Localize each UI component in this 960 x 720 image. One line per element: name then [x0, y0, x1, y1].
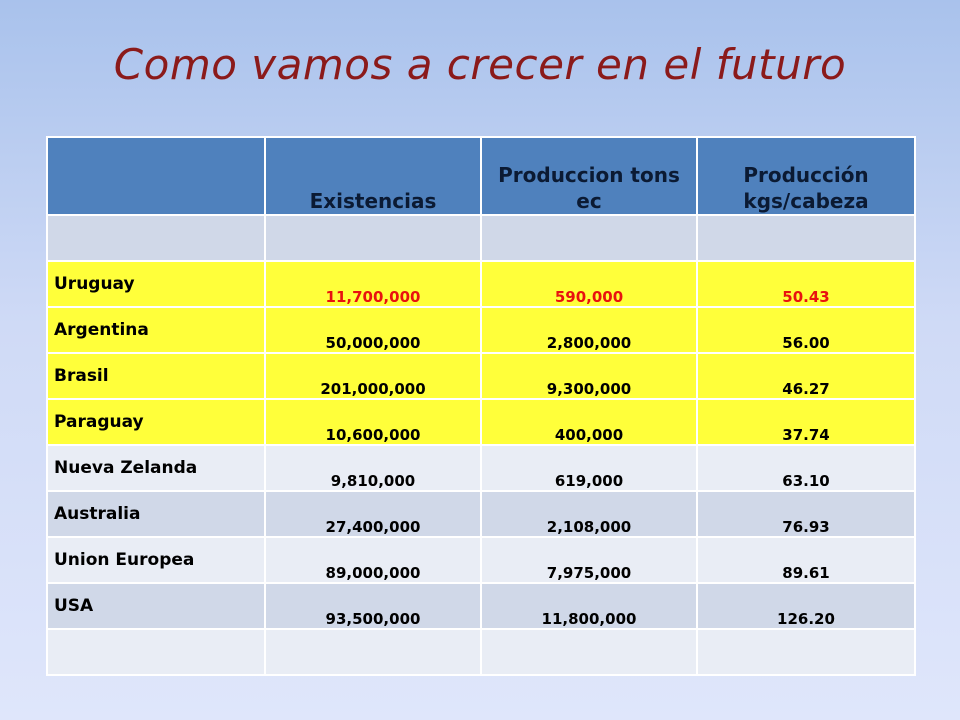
table-body: Uruguay 11,700,000 590,000 50.43 Argentina 50… [46, 214, 916, 676]
produccion-cell: 9,300,000 [480, 352, 698, 400]
slide-title: Como vamos a crecer en el futuro [113, 40, 847, 89]
header-produccion: Produccion tons ec [480, 136, 698, 216]
country-cell: Argentina [46, 306, 266, 354]
table-row: Nueva Zelanda 9,810,000 619,000 63.10 [46, 444, 916, 492]
produccion-cell: 400,000 [480, 398, 698, 446]
existencias-cell: 10,600,000 [264, 398, 482, 446]
produccion-cell: 7,975,000 [480, 536, 698, 584]
existencias-cell: 50,000,000 [264, 306, 482, 354]
table-row: USA 93,500,000 11,800,000 126.20 [46, 582, 916, 630]
existencias-cell: 201,000,000 [264, 352, 482, 400]
table-row [46, 628, 916, 676]
table-row: Brasil 201,000,000 9,300,000 46.27 [46, 352, 916, 400]
country-cell: Nueva Zelanda [46, 444, 266, 492]
table-header-row: Existencias Produccion tons ec Producció… [46, 136, 916, 216]
kgs-cabeza-cell [696, 628, 916, 676]
existencias-cell [264, 628, 482, 676]
country-cell: Union Europea [46, 536, 266, 584]
existencias-cell: 11,700,000 [264, 260, 482, 308]
country-cell: Brasil [46, 352, 266, 400]
produccion-cell: 11,800,000 [480, 582, 698, 630]
produccion-cell: 2,108,000 [480, 490, 698, 538]
header-existencias: Existencias [264, 136, 482, 216]
existencias-cell: 89,000,000 [264, 536, 482, 584]
kgs-cabeza-cell: 76.93 [696, 490, 916, 538]
production-table: Existencias Produccion tons ec Producció… [46, 136, 916, 676]
kgs-cabeza-cell: 126.20 [696, 582, 916, 630]
kgs-cabeza-cell: 46.27 [696, 352, 916, 400]
country-cell: Paraguay [46, 398, 266, 446]
table-row: Argentina 50,000,000 2,800,000 56.00 [46, 306, 916, 354]
country-cell [46, 214, 266, 262]
country-cell [46, 628, 266, 676]
country-cell: Australia [46, 490, 266, 538]
existencias-cell: 27,400,000 [264, 490, 482, 538]
produccion-cell: 2,800,000 [480, 306, 698, 354]
existencias-cell [264, 214, 482, 262]
kgs-cabeza-cell: 50.43 [696, 260, 916, 308]
kgs-cabeza-cell [696, 214, 916, 262]
country-cell: Uruguay [46, 260, 266, 308]
table-row: Uruguay 11,700,000 590,000 50.43 [46, 260, 916, 308]
produccion-cell: 590,000 [480, 260, 698, 308]
kgs-cabeza-cell: 63.10 [696, 444, 916, 492]
table-row: Paraguay 10,600,000 400,000 37.74 [46, 398, 916, 446]
kgs-cabeza-cell: 56.00 [696, 306, 916, 354]
existencias-cell: 9,810,000 [264, 444, 482, 492]
kgs-cabeza-cell: 89.61 [696, 536, 916, 584]
table-row [46, 214, 916, 262]
table-row: Australia 27,400,000 2,108,000 76.93 [46, 490, 916, 538]
table-row: Union Europea 89,000,000 7,975,000 89.61 [46, 536, 916, 584]
produccion-cell [480, 628, 698, 676]
produccion-cell: 619,000 [480, 444, 698, 492]
country-cell: USA [46, 582, 266, 630]
header-kgs-cabeza: Producción kgs/cabeza [696, 136, 916, 216]
existencias-cell: 93,500,000 [264, 582, 482, 630]
header-country [46, 136, 266, 216]
kgs-cabeza-cell: 37.74 [696, 398, 916, 446]
produccion-cell [480, 214, 698, 262]
